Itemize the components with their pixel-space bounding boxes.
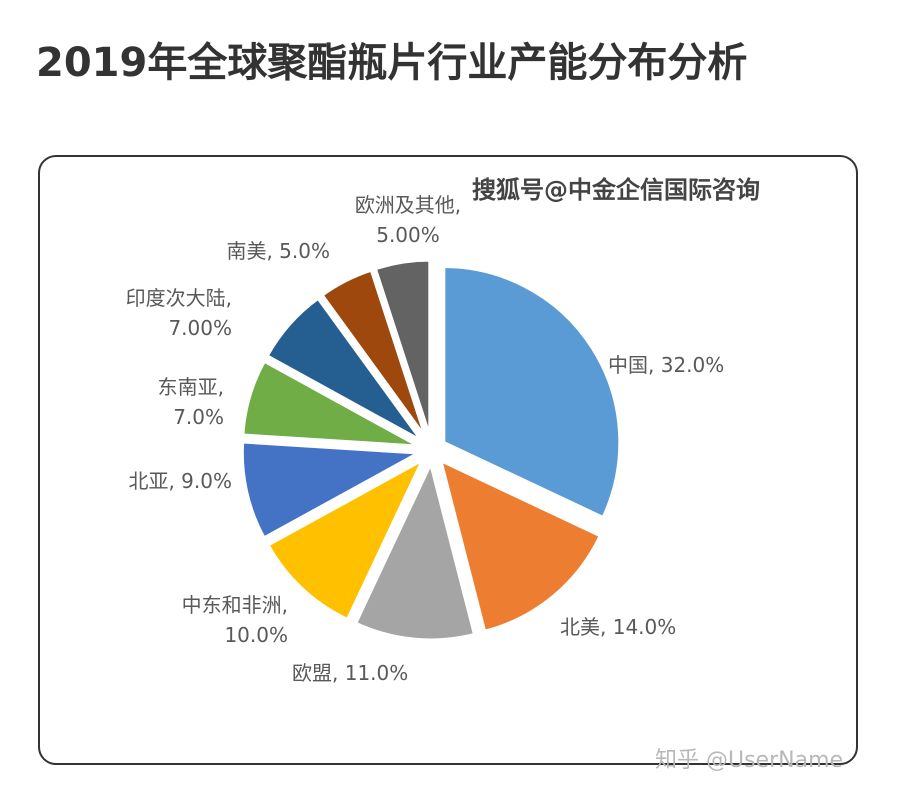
pie-slice-1 (438, 458, 603, 634)
pie-slice-5 (241, 359, 420, 448)
slice-label-1: 北美, 14.0% (560, 615, 676, 639)
pie-slice-7 (320, 268, 428, 439)
slice-label-2: 欧盟, 11.0% (292, 661, 408, 685)
slice-label-7: 南美, 5.0% (226, 239, 330, 263)
pie-slice-2 (353, 459, 477, 642)
chart-frame (38, 155, 858, 765)
page-title: 2019年全球聚酯瓶片行业产能分布分析 (36, 40, 748, 86)
slice-label-5: 东南亚, 7.0% (158, 375, 224, 429)
watermark-top: 搜狐号@中金企信国际咨询 (472, 176, 760, 204)
slice-label-3: 中东和非洲, 10.0% (182, 593, 288, 647)
pie-slice-4 (240, 440, 424, 540)
slice-label-0: 中国, 32.0% (608, 353, 724, 377)
slice-label-4: 北亚, 9.0% (128, 469, 232, 493)
pie-slice-0 (442, 264, 622, 520)
slice-label-6: 印度次大陆, 7.00% (126, 286, 232, 340)
pie-slice-8 (373, 258, 432, 437)
pie-slice-6 (265, 296, 423, 443)
pie-slice-3 (266, 456, 426, 622)
watermark-bottom: 知乎 @UserName (655, 748, 844, 773)
slice-label-8: 欧洲及其他, 5.00% (355, 193, 461, 247)
